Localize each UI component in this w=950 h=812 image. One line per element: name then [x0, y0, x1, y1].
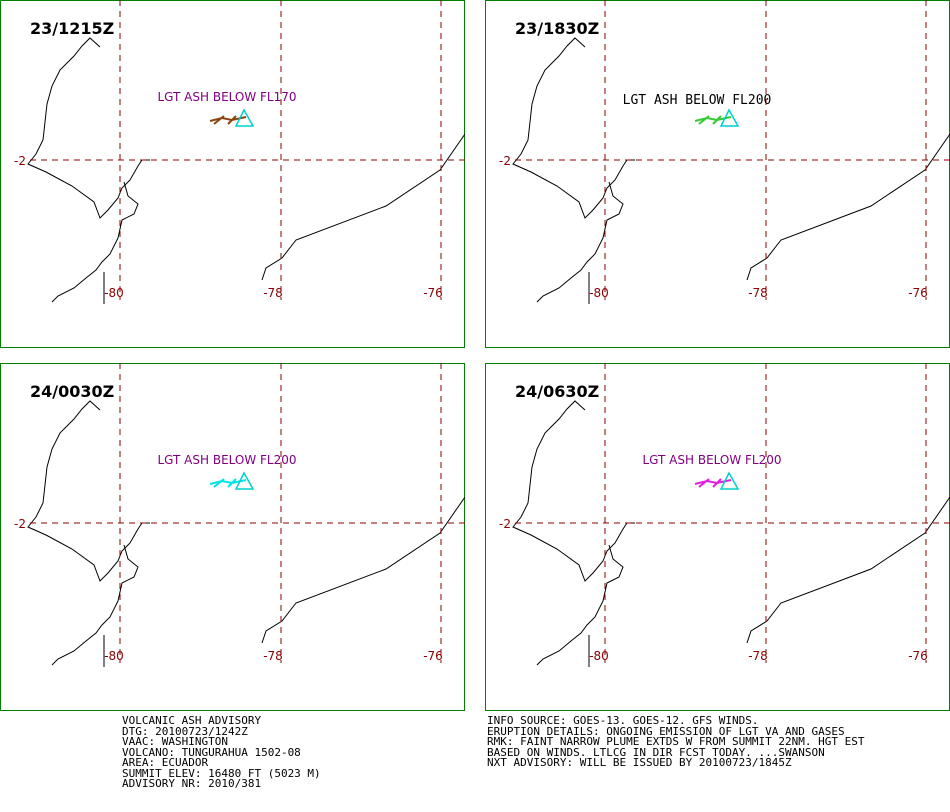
advisory-line: ERUPTION DETAILS: ONGOING EMISSION OF LG…	[487, 724, 845, 738]
panel-border	[485, 0, 950, 348]
advisory-line: VOLCANO: TUNGURAHUA 1502-08	[122, 745, 301, 759]
lat-label: -2	[14, 154, 26, 168]
coastline	[746, 133, 950, 281]
advisory-info: VOLCANIC ASH ADVISORY DTG: 20100723/1242Z…	[122, 714, 321, 790]
valid-time: 24/0030Z	[30, 382, 114, 401]
coastline	[746, 496, 950, 644]
lat-label: -2	[499, 154, 511, 168]
volcano-marker	[234, 108, 255, 127]
lon-label: -78	[263, 649, 283, 663]
advisory-line: VAAC: WASHINGTON	[122, 735, 228, 748]
coastline	[261, 496, 465, 644]
advisory-line: RMK: FAINT NARROW PLUME EXTDS W FROM SUM…	[487, 735, 865, 748]
coastline	[27, 37, 150, 219]
lon-label: -80	[104, 649, 124, 663]
map-panel: -2 -80 -78 -76 23/1215Z LGT ASH BELOW FL170	[0, 0, 465, 348]
map-panel: -2 -80 -78 -76 23/1830Z LGT ASH BELOW FL200	[485, 0, 950, 348]
advisory-line: AREA: ECUADOR	[122, 756, 209, 769]
advisory-line: VOLCANIC ASH ADVISORY	[122, 714, 262, 727]
lon-label: -80	[104, 286, 124, 300]
advisory-remarks: INFO SOURCE: GOES-13. GOES-12. GFS WINDS…	[487, 714, 865, 769]
advisory-line: INFO SOURCE: GOES-13. GOES-12. GFS WINDS…	[487, 714, 759, 727]
panel-border	[0, 0, 465, 348]
coastline	[512, 400, 635, 582]
advisory-line: DTG: 20100723/1242Z	[122, 724, 248, 738]
panel-border	[0, 363, 465, 711]
coastline	[27, 400, 150, 582]
volcano-marker	[719, 108, 740, 127]
volcano-marker	[719, 471, 740, 490]
lon-label: -78	[748, 286, 768, 300]
lat-label: -2	[499, 517, 511, 531]
ash-label: LGT ASH BELOW FL200	[642, 453, 781, 467]
valid-time: 24/0630Z	[515, 382, 599, 401]
lon-label: -76	[423, 649, 443, 663]
advisory-line: SUMMIT ELEV: 16480 FT (5023 M)	[122, 766, 321, 780]
panel-border	[485, 363, 950, 711]
lon-label: -80	[589, 286, 609, 300]
map-panel: -2 -80 -78 -76 24/0630Z LGT ASH BELOW FL200	[485, 363, 950, 711]
coastline	[51, 181, 139, 303]
ash-label: LGT ASH BELOW FL200	[157, 453, 296, 467]
lon-label: -76	[908, 286, 928, 300]
coastline	[51, 544, 139, 666]
coastline	[512, 37, 635, 219]
ash-label: LGT ASH BELOW FL170	[157, 90, 296, 104]
valid-time: 23/1830Z	[515, 19, 599, 38]
coastline	[261, 133, 465, 281]
lon-label: -80	[589, 649, 609, 663]
advisory-line: NXT ADVISORY: WILL BE ISSUED BY 20100723…	[487, 756, 792, 769]
lon-label: -78	[748, 649, 768, 663]
advisory-line: ADVISORY NR: 2010/381	[122, 777, 262, 790]
ash-label: LGT ASH BELOW FL200	[623, 93, 772, 108]
map-panel: -2 -80 -78 -76 24/0030Z LGT ASH BELOW FL200	[0, 363, 465, 711]
lon-label: -76	[908, 649, 928, 663]
lon-label: -78	[263, 286, 283, 300]
valid-time: 23/1215Z	[30, 19, 114, 38]
coastline	[536, 544, 624, 666]
lon-label: -76	[423, 286, 443, 300]
coastline	[536, 181, 624, 303]
lat-label: -2	[14, 517, 26, 531]
volcano-marker	[234, 471, 255, 490]
advisory-line: BASED ON WINDS. LTLCG IN DIR FCST TODAY.…	[487, 745, 825, 759]
